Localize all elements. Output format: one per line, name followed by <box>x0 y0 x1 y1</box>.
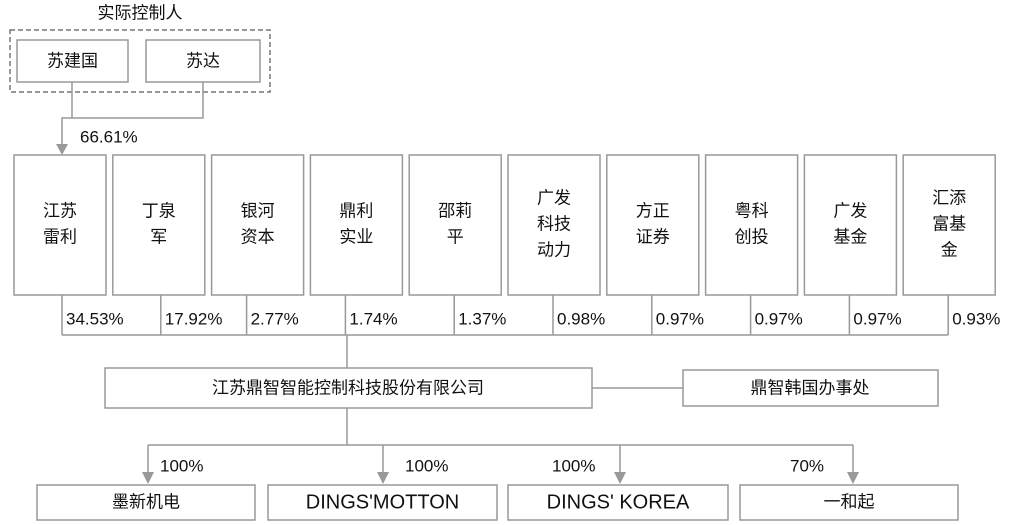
subsidiary-name: DINGS'MOTTON <box>306 491 459 513</box>
subsidiary-name: 墨新机电 <box>112 493 180 513</box>
shareholder-share: 0.97% <box>656 309 704 328</box>
subsidiary-box <box>267 484 498 521</box>
subsidiary-box <box>507 484 729 521</box>
arrow <box>56 144 68 155</box>
controller-box <box>16 39 129 83</box>
shareholder-box <box>13 154 107 296</box>
subsidiary-box <box>36 484 256 521</box>
shareholder-name: 方正 <box>636 202 670 222</box>
shareholder-name: 粤科 <box>735 202 769 222</box>
shareholder-name: 广发 <box>537 189 571 209</box>
shareholder-box <box>210 154 305 296</box>
shareholder-share: 2.77% <box>251 309 299 328</box>
shareholder-name: 军 <box>150 228 167 248</box>
subsidiary-share: 70% <box>790 456 824 475</box>
controller-box <box>145 39 261 83</box>
shareholder-box <box>507 154 601 296</box>
controllers-label: 实际控制人 <box>98 4 183 24</box>
arrow <box>847 472 859 484</box>
shareholder-share: 0.97% <box>853 309 901 328</box>
shareholder-box <box>112 154 206 296</box>
connector <box>61 82 204 146</box>
shareholder-name: 资本 <box>241 228 275 248</box>
connector <box>148 335 853 446</box>
subsidiary-name: 一和起 <box>824 493 875 513</box>
shareholder-box <box>902 154 996 296</box>
shareholder-name: 广发 <box>833 202 867 222</box>
shareholder-share: 17.92% <box>165 309 223 328</box>
shareholder-name: 鼎利 <box>339 202 373 222</box>
shareholder-name: 银河 <box>241 202 275 222</box>
company-box <box>104 367 593 409</box>
company-name: 江苏鼎智智能控制科技股份有限公司 <box>212 379 484 399</box>
shareholder-name: 富基 <box>932 215 966 235</box>
shareholder-name: 科技 <box>537 215 571 235</box>
shareholder-box <box>606 154 700 296</box>
shareholder-box <box>704 154 799 296</box>
subsidiary-box <box>739 484 959 521</box>
shareholder-name: 丁泉 <box>142 202 176 222</box>
controller-name: 苏达 <box>186 52 220 72</box>
shareholder-name: 平 <box>447 228 464 248</box>
shareholder-box <box>309 154 404 296</box>
shareholder-name: 创投 <box>735 228 769 248</box>
arrow <box>142 472 154 484</box>
subsidiary-share: 100% <box>405 456 448 475</box>
shareholder-box <box>408 154 502 296</box>
shareholder-share: 34.53% <box>66 309 124 328</box>
shareholder-name: 基金 <box>833 228 867 248</box>
shareholder-name: 邵莉 <box>438 202 472 222</box>
shareholder-name: 实业 <box>339 228 373 248</box>
shareholder-share: 0.93% <box>952 309 1000 328</box>
subsidiary-share: 100% <box>160 456 203 475</box>
shareholder-share: 1.74% <box>349 309 397 328</box>
subsidiary-name: DINGS' KOREA <box>547 491 690 513</box>
shareholder-box <box>803 154 898 296</box>
shareholder-name: 雷利 <box>43 228 77 248</box>
shareholder-share: 1.37% <box>458 309 506 328</box>
shareholder-share: 0.98% <box>557 309 605 328</box>
office-box <box>682 369 939 407</box>
shareholder-name: 金 <box>941 241 958 261</box>
controllers-group <box>9 29 271 93</box>
arrow <box>614 472 626 484</box>
shareholder-name: 江苏 <box>43 202 77 222</box>
controller-name: 苏建国 <box>47 52 98 72</box>
shareholder-name: 动力 <box>537 241 571 261</box>
shareholder-name: 证券 <box>636 228 670 248</box>
subsidiary-share: 100% <box>552 456 595 475</box>
shareholder-name: 汇添 <box>932 189 966 209</box>
shareholder-share: 0.97% <box>755 309 803 328</box>
controller-share: 66.61% <box>80 127 138 146</box>
office-name: 鼎智韩国办事处 <box>751 379 870 399</box>
arrow <box>377 472 389 484</box>
